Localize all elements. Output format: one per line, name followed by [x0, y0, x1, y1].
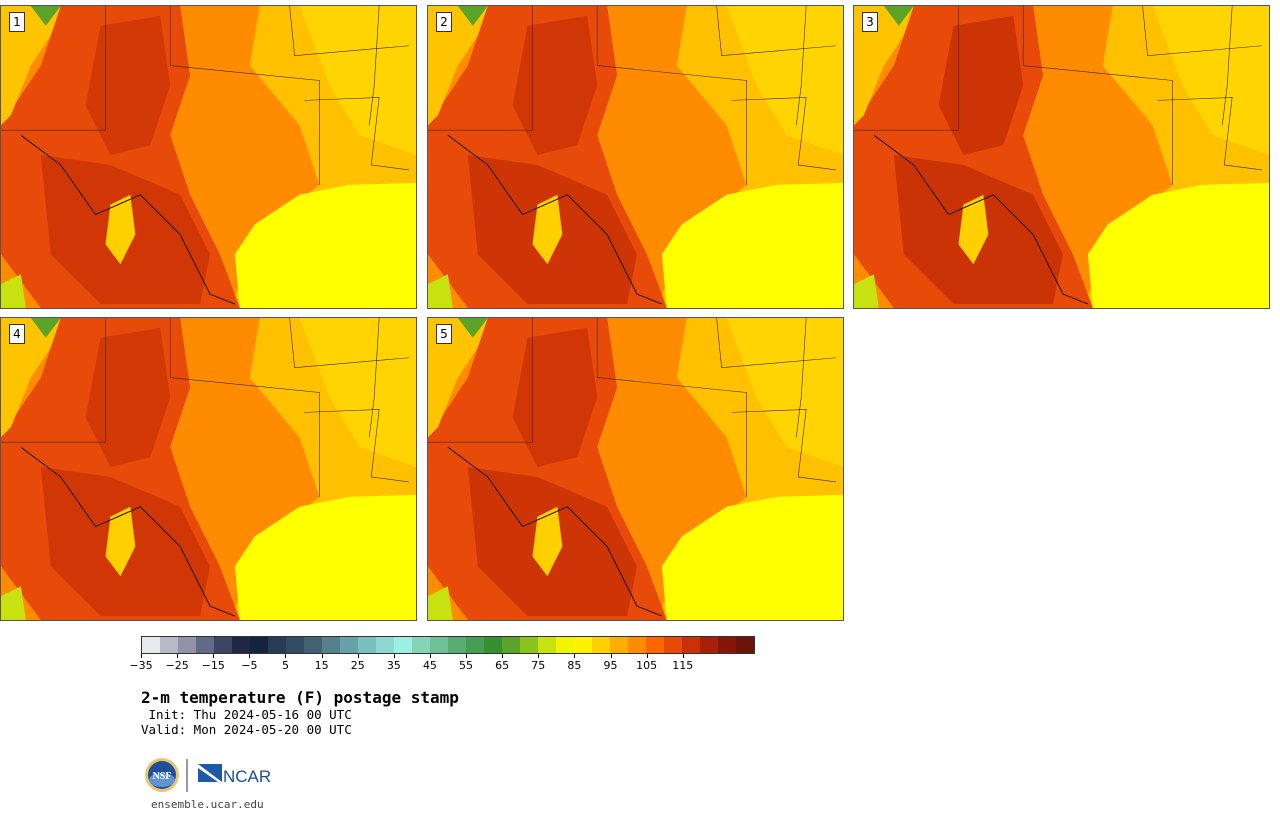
colorbar-segment — [196, 637, 214, 653]
colorbar-tick-label: −35 — [129, 659, 153, 672]
colorbar-segment — [340, 637, 358, 653]
colorbar-tick-label: −5 — [241, 659, 258, 672]
colorbar-segment — [574, 637, 592, 653]
colorbar-tick-label: −15 — [201, 659, 225, 672]
colorbar-tick-label: 65 — [495, 659, 510, 672]
colorbar-tick-label: 75 — [531, 659, 546, 672]
colorbar-tick — [141, 654, 142, 658]
colorbar-segment — [502, 637, 520, 653]
colorbar-tick-label: 25 — [350, 659, 365, 672]
colorbar-segment — [682, 637, 700, 653]
colorbar-segment — [232, 637, 250, 653]
panel-label: 1 — [9, 12, 25, 32]
colorbar-segment — [178, 637, 196, 653]
colorbar-segment — [520, 637, 538, 653]
nsf-logo-icon: NSF — [145, 758, 179, 792]
colorbar-segment — [268, 637, 286, 653]
member-panel-3: 3 — [853, 5, 1270, 309]
colorbar-tick — [177, 654, 179, 658]
colorbar-tick — [538, 654, 540, 658]
colorbar-tick-label: 45 — [422, 659, 437, 672]
colorbar-tick — [574, 654, 576, 658]
panel-label: 2 — [436, 12, 452, 32]
init-time: Init: Thu 2024-05-16 00 UTC — [141, 707, 352, 722]
logos: NSF NCAR — [144, 756, 274, 796]
ncar-logo-text: NCAR — [223, 767, 271, 786]
colorbar-segment — [412, 637, 430, 653]
colorbar-tick-label: 105 — [636, 659, 658, 672]
colorbar-segment — [376, 637, 394, 653]
colorbar-tick — [646, 654, 648, 658]
member-panel-5: 5 — [427, 317, 844, 621]
colorbar-segment — [736, 637, 754, 653]
colorbar-segment — [466, 637, 484, 653]
colorbar-tick-label: 5 — [281, 659, 289, 672]
panel-label: 4 — [9, 324, 25, 344]
colorbar-tick — [357, 654, 359, 658]
colorbar-segment — [484, 637, 502, 653]
colorbar-segment — [358, 637, 376, 653]
temperature-map-2 — [428, 6, 843, 308]
colorbar-tick — [502, 654, 504, 658]
temperature-map-3 — [854, 6, 1269, 308]
colorbar-tick — [249, 654, 251, 658]
panel-label: 3 — [862, 12, 878, 32]
colorbar-tick-label: −25 — [165, 659, 189, 672]
colorbar-segment — [430, 637, 448, 653]
nsf-logo-text: NSF — [153, 771, 172, 782]
colorbar-ticks: −35 −25 −15 −5 5 15 25 35 45 55 65 75 85 95 105 115 — [129, 654, 755, 674]
colorbar-tick — [466, 654, 468, 658]
colorbar-segment — [142, 637, 160, 653]
colorbar-segment — [592, 637, 610, 653]
colorbar-segment — [610, 637, 628, 653]
colorbar-tick — [429, 654, 431, 658]
colorbar-segment — [394, 637, 412, 653]
colorbar-segment — [664, 637, 682, 653]
colorbar-segment — [160, 637, 178, 653]
colorbar-segment — [304, 637, 322, 653]
colorbar-tick — [285, 654, 287, 658]
colorbar-tick-label: 95 — [603, 659, 618, 672]
colorbar-tick — [213, 654, 215, 658]
colorbar-segment — [448, 637, 466, 653]
colorbar-segment — [628, 637, 646, 653]
panel-label: 5 — [436, 324, 452, 344]
ncar-logo-icon: NCAR — [198, 764, 271, 786]
source-url: ensemble.ucar.edu — [151, 798, 264, 811]
colorbar-segment — [322, 637, 340, 653]
colorbar-tick-label: 55 — [459, 659, 474, 672]
temperature-map-1 — [1, 6, 416, 308]
plot-title: 2-m temperature (F) postage stamp — [141, 688, 459, 707]
colorbar-tick-label: 115 — [672, 659, 694, 672]
colorbar-tick — [682, 654, 684, 658]
temperature-map-5 — [428, 318, 843, 620]
member-panel-2: 2 — [427, 5, 844, 309]
colorbar-segment — [556, 637, 574, 653]
colorbar-segment — [700, 637, 718, 653]
valid-time: Valid: Mon 2024-05-20 00 UTC — [141, 722, 352, 737]
colorbar-segment — [286, 637, 304, 653]
colorbar-tick-label: 85 — [567, 659, 582, 672]
colorbar-segment — [718, 637, 736, 653]
colorbar-segment — [214, 637, 232, 653]
colorbar-tick-label: 35 — [386, 659, 401, 672]
colorbar-tick-label: 15 — [314, 659, 329, 672]
member-panel-4: 4 — [0, 317, 417, 621]
temperature-map-4 — [1, 318, 416, 620]
temperature-colorbar — [141, 636, 755, 654]
colorbar-segment — [646, 637, 664, 653]
colorbar-tick — [610, 654, 612, 658]
colorbar-segment — [538, 637, 556, 653]
colorbar-segment — [250, 637, 268, 653]
colorbar-tick — [393, 654, 395, 658]
colorbar-tick — [321, 654, 323, 658]
member-panel-1: 1 — [0, 5, 417, 309]
